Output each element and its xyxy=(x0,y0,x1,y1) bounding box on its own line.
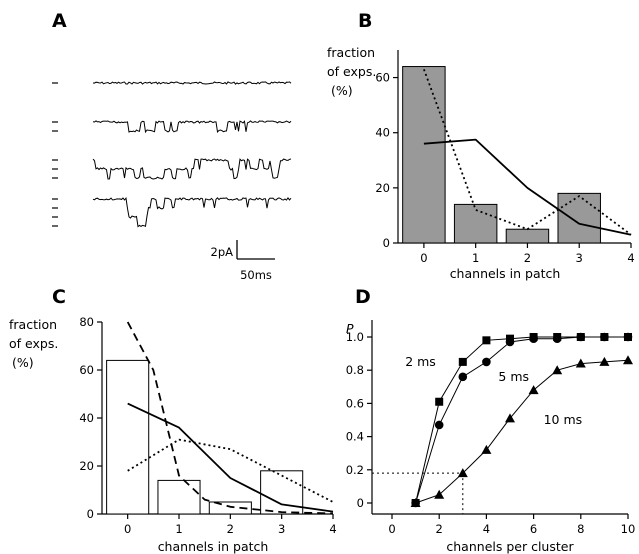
panel-b-line-solid xyxy=(423,138,632,236)
panel-c-xtick-label-0: 0 xyxy=(124,522,131,536)
panel-d-circle-point-8 xyxy=(576,332,586,342)
panel-d-chart: P channels per cluster 0 0.2 0.4 0.6 0.8 1.0 0… xyxy=(346,320,636,554)
panel-d-line-circle xyxy=(415,336,628,504)
panel-d-triangle-point-1 xyxy=(410,498,421,507)
panel-d-triangle-point-10 xyxy=(623,355,633,365)
panel-c-ylabel-line3: (%) xyxy=(12,355,34,370)
panel-d-series-label-2: 10 ms xyxy=(544,412,583,427)
panel-label-a: A xyxy=(52,10,67,32)
panel-d-triangle-point-3 xyxy=(457,468,468,478)
trace-4 xyxy=(92,197,292,228)
panel-d-triangle-point-9 xyxy=(599,356,610,366)
panel-c-xlabel: channels in patch xyxy=(158,539,269,554)
panel-d-circle-point-9 xyxy=(600,332,609,342)
panel-c-bar-2 xyxy=(208,501,252,515)
panel-d-square-point-2 xyxy=(435,397,444,406)
panel-c-bar-0 xyxy=(106,359,150,515)
panel-d-ytick-label-1: 0.2 xyxy=(346,463,364,477)
panel-d-xtick-label-6: 6 xyxy=(530,522,537,536)
panel-d-ytick-label-5: 1.0 xyxy=(346,330,364,344)
panel-d-triangle-point-2 xyxy=(434,489,445,499)
panel-a-traces xyxy=(52,81,292,228)
panel-b-xlabel: channels in patch xyxy=(450,266,561,281)
panel-b-chart: fraction of exps. (%) channels in patch … xyxy=(327,45,635,281)
panel-d-circle-point-2 xyxy=(434,420,444,430)
trace-3 xyxy=(92,158,292,180)
panel-d-circle-point-10 xyxy=(623,332,633,342)
panel-b-xtick-label-1: 1 xyxy=(472,251,479,265)
panel-b-bar-0 xyxy=(402,66,446,244)
panel-c-ytick-label-60: 60 xyxy=(79,363,94,377)
panel-d-square-point-4 xyxy=(482,336,491,345)
trace-2 xyxy=(92,120,292,134)
panel-c-bar-1 xyxy=(157,479,201,515)
panel-b-ylabel-line2: of exps. xyxy=(327,64,376,79)
panel-label-b: B xyxy=(358,10,372,32)
panel-b-xtick-label-3: 3 xyxy=(576,251,583,265)
panel-c-line-solid xyxy=(127,402,334,513)
panel-b-bar-3 xyxy=(557,192,601,244)
panel-c-ytick-label-20: 20 xyxy=(79,459,94,473)
panel-b-xtick-label-2: 2 xyxy=(524,251,531,265)
panel-b-ylabel-line3: (%) xyxy=(331,83,353,98)
panel-d-ytick-label-4: 0.8 xyxy=(346,363,364,377)
panel-c-xtick-label-1: 1 xyxy=(175,522,182,536)
panel-d-circle-point-5 xyxy=(505,337,515,347)
panel-b-bar-2 xyxy=(505,228,550,244)
panel-b-xtick-label-0: 0 xyxy=(420,251,427,265)
panel-b-line-dotted xyxy=(423,68,632,236)
panel-d-triangle-point-6 xyxy=(528,385,539,395)
panel-c-xtick-label-3: 3 xyxy=(278,522,285,536)
panel-b-ytick-label-40: 40 xyxy=(375,126,390,140)
panel-d-circle-point-7 xyxy=(552,334,562,343)
panel-d-series-label-0: 2 ms xyxy=(405,354,436,369)
scale-bar-amplitude-label: 2pA xyxy=(211,245,234,259)
trace-1 xyxy=(92,81,292,85)
panel-d-ylabel: P xyxy=(346,321,354,336)
panel-d-circle-point-6 xyxy=(529,334,538,343)
panel-c-ytick-label-0: 0 xyxy=(87,507,94,521)
panel-c-chart: fraction of exps. (%) channels in patch … xyxy=(9,315,337,554)
panel-d-ytick-label-3: 0.6 xyxy=(346,396,364,410)
panel-d-xtick-label-0: 0 xyxy=(388,522,395,536)
panel-d-square-point-3 xyxy=(458,357,467,366)
panel-b-bar-1 xyxy=(453,203,498,244)
panel-d-xtick-label-4: 4 xyxy=(483,522,490,536)
panel-c-ytick-label-40: 40 xyxy=(79,411,94,425)
panel-d-xtick-label-2: 2 xyxy=(436,522,443,536)
panel-d-line-triangle xyxy=(415,359,629,504)
panel-d-series-label-1: 5 ms xyxy=(498,369,529,384)
panel-label-d: D xyxy=(355,286,371,308)
panel-b-ytick-label-60: 60 xyxy=(375,71,390,85)
panel-d-triangle-point-4 xyxy=(481,444,492,454)
panel-c-xtick-label-2: 2 xyxy=(227,522,234,536)
panel-d-line-square xyxy=(415,336,628,504)
panel-d-triangle-point-8 xyxy=(575,358,586,368)
panel-b-xtick-label-4: 4 xyxy=(627,251,634,265)
panel-c-ylabel-line1: fraction xyxy=(9,317,57,332)
panel-c-ylabel-line2: of exps. xyxy=(9,336,58,351)
panel-d-triangle-point-7 xyxy=(552,365,563,375)
panel-c-line-dashed xyxy=(126,321,334,515)
scale-bar-time-label: 50ms xyxy=(240,268,272,282)
panel-c-bar-3 xyxy=(260,470,304,515)
panel-c-line-dotted xyxy=(127,438,334,503)
panel-d-xlabel: channels per cluster xyxy=(446,539,574,554)
panel-b-ytick-label-20: 20 xyxy=(375,181,390,195)
panel-b-ytick-label-0: 0 xyxy=(383,236,390,250)
panel-d-xtick-label-8: 8 xyxy=(577,522,584,536)
panel-label-c: C xyxy=(52,286,66,308)
panel-d-ytick-label-2: 0.4 xyxy=(346,430,364,444)
panel-d-ytick-label-0: 0 xyxy=(357,496,364,510)
panel-b-ylabel-line1: fraction xyxy=(327,45,375,60)
panel-c-xtick-label-4: 4 xyxy=(329,522,336,536)
panel-d-xtick-label-10: 10 xyxy=(621,522,636,536)
panel-d-circle-point-4 xyxy=(482,357,491,367)
scale-bar: 2pA 50ms xyxy=(211,240,275,282)
panel-c-ytick-label-80: 80 xyxy=(79,315,94,329)
panel-d-triangle-point-5 xyxy=(505,413,515,423)
panel-d-circle-point-3 xyxy=(458,372,468,382)
